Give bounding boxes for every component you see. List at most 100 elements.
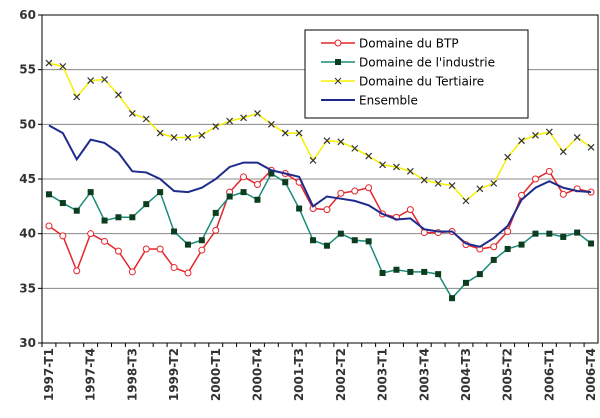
point-marker [323, 137, 331, 145]
point-marker [532, 230, 539, 237]
point-marker [323, 206, 331, 214]
point-marker [101, 217, 108, 224]
point-marker [157, 189, 164, 196]
point-marker [226, 193, 233, 200]
point-marker [184, 269, 192, 277]
point-marker [490, 179, 498, 187]
point-marker [87, 230, 95, 238]
point-marker [240, 173, 248, 181]
x-tick-label: 2006-T1 [542, 348, 556, 401]
y-tick-label: 55 [19, 63, 36, 77]
x-tick-label: 1999-T2 [167, 348, 181, 401]
point-marker [101, 237, 109, 245]
legend-symbol [334, 39, 342, 47]
point-marker [323, 242, 330, 249]
point-marker [559, 190, 567, 198]
point-marker [115, 91, 122, 99]
y-tick-label: 30 [19, 336, 36, 350]
point-marker [518, 191, 526, 199]
point-marker [73, 207, 80, 214]
point-marker [351, 144, 359, 152]
point-marker [128, 268, 136, 276]
point-marker [45, 222, 53, 230]
point-marker [268, 170, 275, 177]
legend-marker [334, 77, 342, 85]
point-marker [351, 237, 358, 244]
point-marker [143, 201, 150, 208]
series [45, 170, 595, 302]
point-marker [267, 120, 275, 128]
point-marker [532, 131, 539, 139]
legend-symbol [335, 59, 341, 65]
point-marker [254, 109, 261, 117]
y-tick-label: 45 [19, 172, 36, 186]
series-line [48, 169, 592, 274]
x-tick-label: 2004-T3 [459, 348, 473, 401]
legend-label: Ensemble [359, 94, 418, 108]
point-marker [156, 245, 164, 253]
point-marker [435, 271, 442, 278]
point-marker [240, 189, 247, 196]
series-line [48, 172, 592, 300]
point-marker [504, 153, 512, 161]
point-marker [406, 167, 414, 175]
point-marker [198, 131, 206, 139]
point-marker [212, 226, 220, 234]
y-tick-label: 60 [19, 8, 36, 22]
point-marker [490, 243, 498, 251]
point-marker [156, 129, 164, 137]
y-tick-label: 35 [19, 281, 36, 295]
point-marker [73, 93, 81, 101]
point-marker [184, 241, 191, 248]
point-marker [198, 237, 205, 244]
x-tick-label: 1997-T4 [84, 348, 98, 401]
point-marker [393, 266, 400, 273]
point-marker [476, 185, 484, 193]
point-marker [87, 77, 95, 85]
point-marker [128, 109, 136, 117]
point-marker [587, 143, 595, 151]
series [48, 124, 592, 248]
point-marker [574, 229, 581, 236]
point-marker [115, 214, 122, 221]
point-marker [518, 137, 525, 145]
point-marker [337, 230, 344, 237]
point-marker [407, 268, 414, 275]
point-marker [254, 196, 261, 203]
point-marker [449, 295, 456, 302]
point-marker [448, 182, 456, 189]
y-tick-label: 50 [19, 117, 36, 131]
point-marker [295, 129, 303, 137]
point-marker [170, 264, 178, 272]
point-marker [545, 167, 553, 175]
point-marker [45, 191, 52, 198]
point-marker [476, 271, 483, 278]
x-tick-label: 1997-T1 [42, 348, 56, 401]
point-marker [393, 163, 400, 171]
point-marker [490, 256, 497, 263]
point-marker [531, 175, 539, 183]
point-marker [212, 209, 219, 216]
point-marker [129, 214, 136, 221]
point-marker [282, 179, 289, 186]
point-marker [170, 134, 178, 141]
point-marker [171, 228, 178, 235]
point-marker [504, 245, 511, 252]
point-marker [142, 245, 150, 253]
x-tick-label: 2000-T4 [250, 348, 264, 401]
point-marker [73, 267, 81, 275]
y-tick-label: 40 [19, 227, 36, 241]
legend-marker [335, 59, 341, 65]
point-marker [59, 232, 67, 240]
point-marker [406, 206, 414, 214]
point-marker [337, 189, 345, 197]
point-marker [226, 117, 234, 125]
x-tick-label: 2005-T2 [501, 348, 515, 401]
point-marker [310, 237, 317, 244]
point-marker [420, 176, 428, 184]
series-line [48, 62, 592, 202]
point-marker [518, 241, 525, 248]
legend-box [304, 29, 529, 119]
point-marker [87, 189, 94, 196]
